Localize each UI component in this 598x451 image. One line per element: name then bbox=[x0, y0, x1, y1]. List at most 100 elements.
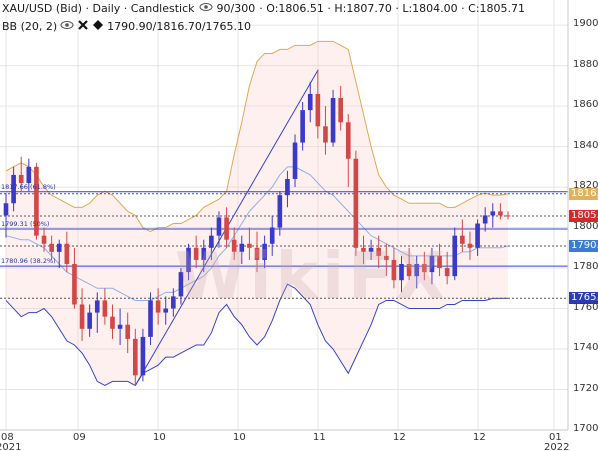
candle-body bbox=[26, 166, 32, 184]
candle-body bbox=[285, 178, 290, 196]
candle-body bbox=[34, 166, 39, 236]
candle-body bbox=[338, 98, 343, 123]
candle-body bbox=[94, 300, 100, 313]
time-axis-label: 08 bbox=[1, 432, 14, 443]
candle-body bbox=[353, 158, 359, 248]
candle-body bbox=[56, 243, 62, 252]
candle-body bbox=[490, 211, 496, 216]
price-tag: 1805.7 bbox=[569, 210, 598, 223]
bars-count: 90/300 bbox=[216, 2, 256, 15]
candle-body bbox=[315, 93, 321, 127]
price-tag: 1790.9 bbox=[569, 239, 598, 252]
candle-body bbox=[41, 235, 47, 244]
candle-body bbox=[505, 215, 511, 217]
time-axis-label: 10 bbox=[233, 432, 246, 443]
candle-body bbox=[18, 174, 24, 184]
candle-body bbox=[330, 98, 336, 143]
candle-body bbox=[171, 296, 176, 309]
time-axis-year: 2022 bbox=[544, 442, 570, 451]
candle-body bbox=[117, 324, 123, 329]
candle-body bbox=[216, 217, 222, 236]
candle-body bbox=[3, 203, 9, 216]
bollinger-fill bbox=[6, 41, 508, 386]
candle-body bbox=[368, 247, 374, 252]
eye-icon[interactable] bbox=[199, 2, 213, 15]
candle-body bbox=[87, 312, 92, 329]
settings-icon[interactable] bbox=[92, 19, 104, 34]
candle-body bbox=[201, 247, 207, 260]
candle-body bbox=[345, 122, 351, 159]
price-axis-label: 1860 bbox=[573, 99, 598, 111]
candle-body bbox=[262, 243, 267, 260]
candle-body bbox=[467, 243, 473, 248]
price-tag: 1816.7 bbox=[569, 187, 598, 200]
candle-body bbox=[376, 247, 382, 256]
price-axis-label: 1880 bbox=[573, 58, 598, 70]
price-axis-label: 1700 bbox=[573, 423, 598, 434]
candle-body bbox=[148, 300, 153, 337]
time-axis-label: 09 bbox=[73, 432, 86, 443]
candle-body bbox=[224, 217, 229, 240]
candle-body bbox=[422, 264, 427, 273]
indicator-header: BB (20, 2) 1790.90/1816.70/1765.10 bbox=[2, 19, 251, 34]
price-axis-label: 1760 bbox=[573, 301, 598, 313]
time-axis-year: 2021 bbox=[0, 442, 22, 451]
candle-body bbox=[383, 255, 389, 260]
candle-body bbox=[498, 211, 503, 216]
candle-body bbox=[72, 264, 77, 305]
price-axis-label: 1820 bbox=[573, 180, 598, 192]
candle-body bbox=[277, 195, 283, 228]
candle-body bbox=[444, 268, 450, 277]
candle-body bbox=[429, 255, 435, 273]
symbol-label: XAU/USD (Bid) · Daily · Candlestick bbox=[2, 2, 195, 15]
candle-body bbox=[125, 324, 131, 339]
candle-body bbox=[269, 227, 275, 244]
candle-body bbox=[406, 264, 412, 277]
indicator-values: 1790.90/1816.70/1765.10 bbox=[107, 20, 252, 33]
candle-body bbox=[140, 336, 146, 376]
candle-body bbox=[178, 272, 184, 297]
candle-body bbox=[399, 264, 404, 281]
candle-body bbox=[323, 126, 328, 143]
ohlc-values: · O:1806.51 · H:1807.70 · L:1804.00 · C:… bbox=[259, 2, 526, 15]
time-axis-label: 01 bbox=[549, 432, 562, 443]
price-axis-label: 1800 bbox=[573, 220, 598, 232]
candle-body bbox=[391, 259, 397, 281]
candle-body bbox=[49, 243, 54, 252]
close-icon[interactable] bbox=[77, 19, 89, 34]
wikifx-watermark: WikiFX bbox=[175, 240, 450, 314]
fib-level-label: 1799.31 (50%) bbox=[1, 219, 50, 228]
candle-body bbox=[482, 215, 488, 224]
price-axis-label: 1720 bbox=[573, 382, 598, 394]
chart-header: XAU/USD (Bid) · Daily · Candlestick 90/3… bbox=[2, 2, 525, 15]
bollinger-upper bbox=[5, 40, 509, 233]
candle-body bbox=[155, 300, 161, 313]
candle-body bbox=[414, 264, 420, 277]
indicator-label: BB (20, 2) bbox=[2, 20, 58, 33]
candle-body bbox=[132, 338, 138, 376]
candle-body bbox=[247, 243, 252, 248]
candle-body bbox=[11, 174, 16, 204]
time-axis-label: 11 bbox=[313, 432, 326, 443]
candle-body bbox=[254, 247, 260, 260]
eye-icon[interactable] bbox=[60, 20, 74, 33]
candle-body bbox=[300, 110, 305, 143]
time-axis-label: 10 bbox=[153, 432, 166, 443]
price-axis-label: 1900 bbox=[573, 18, 598, 30]
candle-body bbox=[292, 142, 298, 179]
candle-body bbox=[361, 247, 366, 252]
candle-body bbox=[102, 300, 108, 317]
candle-body bbox=[79, 304, 85, 329]
candle-body bbox=[239, 243, 245, 252]
price-tag: 1765.1 bbox=[569, 292, 598, 305]
time-axis-label: 12 bbox=[393, 432, 406, 443]
candle-body bbox=[193, 247, 199, 260]
candle-body bbox=[186, 247, 191, 273]
candle-body bbox=[452, 235, 458, 277]
candle-body bbox=[163, 308, 169, 313]
time-axis-label: 12 bbox=[473, 432, 486, 443]
price-axis-label: 1840 bbox=[573, 139, 598, 151]
candle-body bbox=[231, 239, 237, 252]
